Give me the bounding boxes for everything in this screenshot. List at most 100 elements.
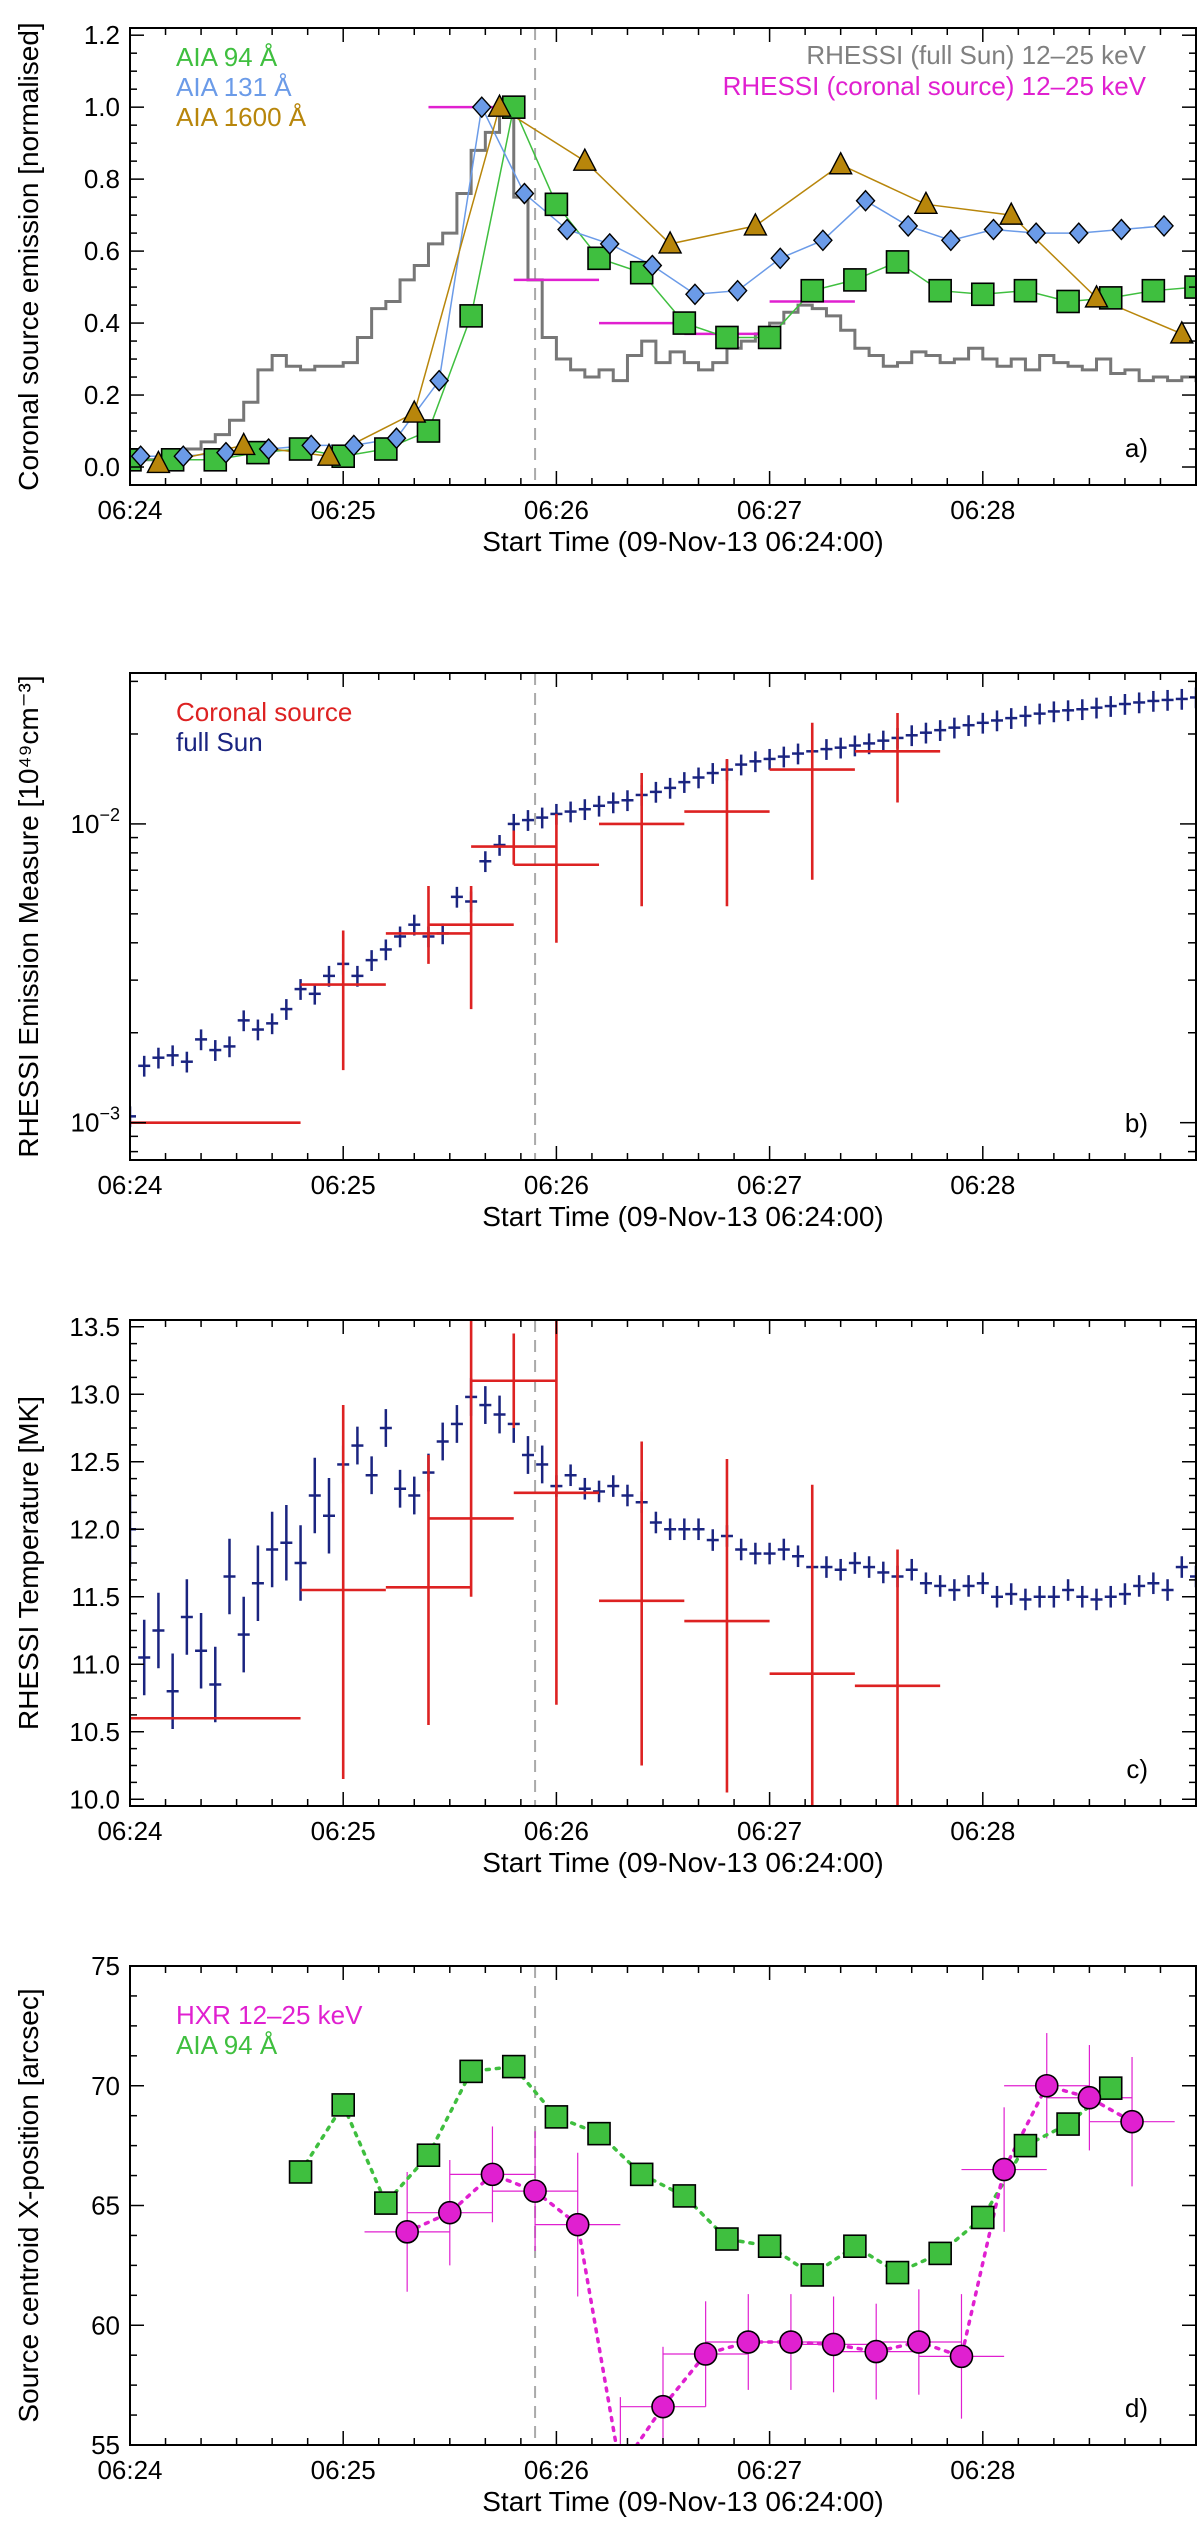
y-tick-label: 0.2 [84, 380, 120, 410]
aia-point [544, 2105, 569, 2129]
plot-frame [129, 27, 1197, 486]
y-tick-label: 12.0 [69, 1514, 120, 1544]
hxr-point [779, 2330, 803, 2354]
data-point [757, 325, 782, 350]
data-point [983, 218, 1004, 241]
aia-point [1013, 2133, 1038, 2158]
aia-point [715, 2227, 739, 2251]
data-point [557, 218, 578, 241]
full-sun-histogram [130, 112, 1196, 462]
x-tick-label: 06:25 [311, 1170, 376, 1200]
y-axis-label: RHESSI Temperature [MK] [13, 1396, 44, 1730]
aia-point [459, 2059, 483, 2084]
y-tick-label: 75 [91, 1951, 120, 1981]
x-tick-label: 06:24 [97, 1816, 162, 1846]
data-point [940, 229, 961, 252]
hxr-point [609, 2458, 631, 2480]
data-point [599, 232, 620, 255]
x-tick-label: 06:24 [97, 2455, 162, 2485]
y-tick-label: 13.5 [69, 1312, 120, 1342]
legend-entry: AIA 131 Å [176, 72, 292, 102]
hxr-point [907, 2330, 931, 2354]
aia-point [1098, 2076, 1123, 2100]
x-tick-label: 06:28 [950, 495, 1015, 525]
legend-entry: RHESSI (coronal source) 12–25 keV [723, 71, 1147, 101]
aia-point [928, 2241, 952, 2266]
data-point [459, 304, 483, 328]
x-tick-label: 06:26 [524, 1816, 589, 1846]
legend-entry: RHESSI (full Sun) 12–25 keV [806, 40, 1146, 70]
data-point [1141, 278, 1166, 303]
panel-4: 06:24 06:25 06:26 06:27 06:28 55 60 65 70 75 HXR 1… [13, 1951, 1197, 2517]
data-point [1056, 289, 1080, 314]
aia-point [757, 2234, 782, 2259]
x-axis-label: Start Time (09-Nov-13 06:24:00) [482, 1201, 884, 1232]
hxr-point [693, 2342, 718, 2366]
y-tick-label: 0.8 [84, 164, 120, 194]
hxr-point [437, 2200, 462, 2225]
x-tick-label: 06:25 [311, 495, 376, 525]
hxr-point [949, 2344, 974, 2369]
hxr-point [395, 2220, 419, 2244]
y-tick-label: 70 [91, 2071, 120, 2101]
data-point [657, 230, 683, 254]
data-point [316, 442, 342, 466]
data-point [173, 445, 194, 468]
data-point [999, 201, 1024, 225]
data-point [715, 325, 739, 350]
plot-area [130, 1320, 1196, 1806]
y-tick-label: 11.0 [71, 1649, 120, 1679]
x-axis-label: Start Time (09-Nov-13 06:24:00) [482, 526, 884, 557]
hxr-point [1077, 2085, 1102, 2110]
aia-point [331, 2093, 356, 2117]
data-point [514, 182, 535, 205]
hxr-point [1120, 2109, 1144, 2134]
plot-frame [129, 1965, 1197, 2446]
hxr-point [651, 2394, 675, 2419]
hxr-point [864, 2339, 889, 2364]
aia-point [501, 2054, 526, 2079]
aia-point [970, 2205, 995, 2230]
x-tick-label: 06:24 [97, 1170, 162, 1200]
plot-area [130, 28, 1196, 485]
aia-point [374, 2191, 398, 2215]
data-point [416, 419, 441, 443]
panel-3: 06:24 06:25 06:26 06:27 06:28 10.0 10.5 11.0 11.… [13, 1312, 1197, 1878]
legend-entry: AIA 1600 Å [176, 102, 307, 132]
plot-area [130, 673, 1196, 1160]
aia-point [672, 2184, 697, 2208]
data-point [587, 246, 611, 271]
data-point [743, 212, 768, 236]
y-tick-label: 65 [91, 2191, 120, 2221]
data-point [970, 282, 995, 307]
aia-point [629, 2162, 654, 2187]
data-point [429, 369, 450, 392]
data-point [642, 254, 663, 277]
data-point [487, 93, 512, 117]
y-axis-label: Coronal source emission [normalised] [13, 22, 44, 490]
y-axis-label: RHESSI Emission Measure [10⁴⁹cm⁻³] [13, 675, 44, 1157]
data-point [1154, 214, 1174, 237]
data-point [685, 283, 705, 306]
hxr-point [565, 2212, 590, 2237]
data-point [258, 437, 279, 461]
panel-2: 06:24 06:25 06:26 06:27 06:28 10−3 10−2 Coronal… [13, 672, 1197, 1232]
panel-label: a) [1125, 433, 1148, 463]
hxr-point [523, 2179, 547, 2203]
x-tick-label: 06:28 [950, 1816, 1015, 1846]
x-tick-label: 06:25 [311, 2455, 376, 2485]
hxr-point [736, 2330, 761, 2354]
y-tick-label: 60 [91, 2310, 120, 2340]
aia-dotted-line [298, 2064, 1113, 2278]
data-point [1026, 222, 1047, 245]
data-point [843, 268, 867, 292]
legend-entry: full Sun [176, 727, 263, 757]
y-tick-label: 1.0 [84, 92, 120, 122]
x-tick-label: 06:24 [97, 495, 162, 525]
data-point [770, 247, 791, 270]
x-tick-label: 06:27 [737, 1170, 802, 1200]
x-tick-label: 06:26 [524, 495, 589, 525]
x-tick-label: 06:26 [524, 2455, 589, 2485]
legend-entry: AIA 94 Å [176, 42, 278, 72]
